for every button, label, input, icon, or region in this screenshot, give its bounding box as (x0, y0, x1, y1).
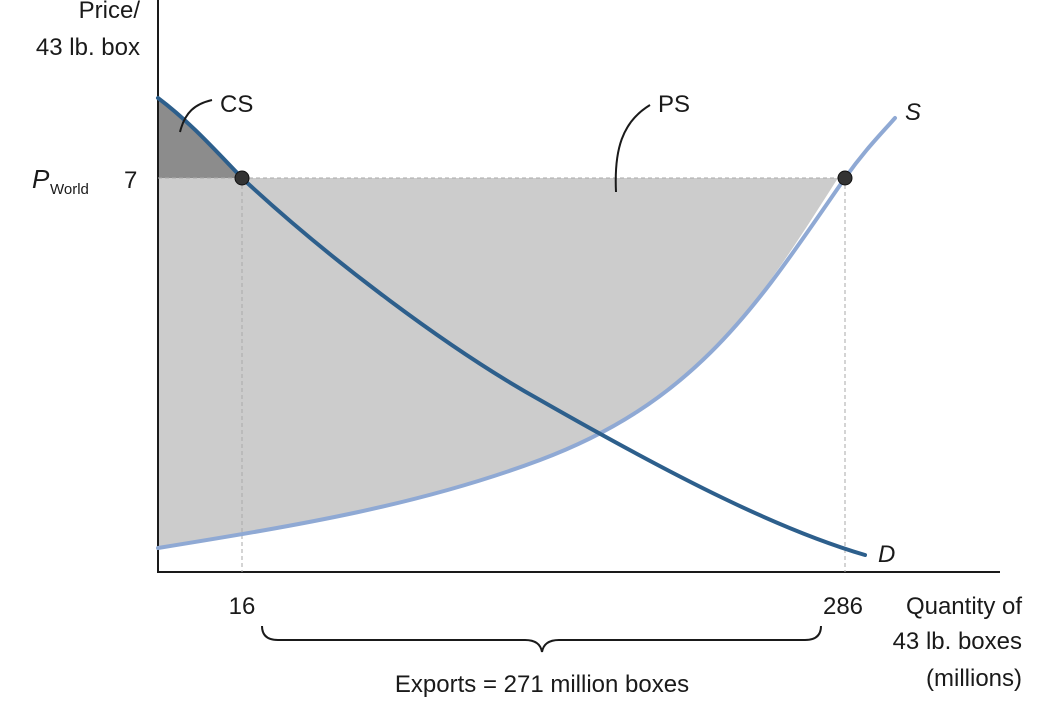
y-axis-label-line2: 43 lb. box (36, 34, 140, 61)
ps-leader (614, 104, 651, 193)
world-price-subscript: World (50, 181, 89, 198)
supply-label: S (905, 99, 921, 126)
y-axis-label-line1: Price/ (79, 0, 141, 24)
x-tick-qd: 16 (229, 593, 256, 620)
world-price-tick: 7 (124, 167, 137, 194)
x-axis-label-line2: 43 lb. boxes (893, 628, 1022, 655)
point-qd (234, 170, 250, 186)
cs-leader (179, 99, 213, 133)
point-qs (837, 170, 853, 186)
exports-annotation: Exports = 271 million boxes (395, 671, 689, 698)
cs-label: CS (220, 91, 253, 118)
x-axis-label-line1: Quantity of (906, 593, 1022, 620)
demand-curve (156, 96, 867, 557)
producer-surplus-area (158, 178, 838, 548)
x-tick-qs: 286 (823, 593, 863, 620)
ps-label: PS (658, 91, 690, 118)
world-price-symbol: P (32, 164, 50, 194)
x-axis-label-line3: (millions) (926, 665, 1022, 692)
exports-brace (261, 625, 822, 653)
demand-label: D (878, 541, 895, 568)
